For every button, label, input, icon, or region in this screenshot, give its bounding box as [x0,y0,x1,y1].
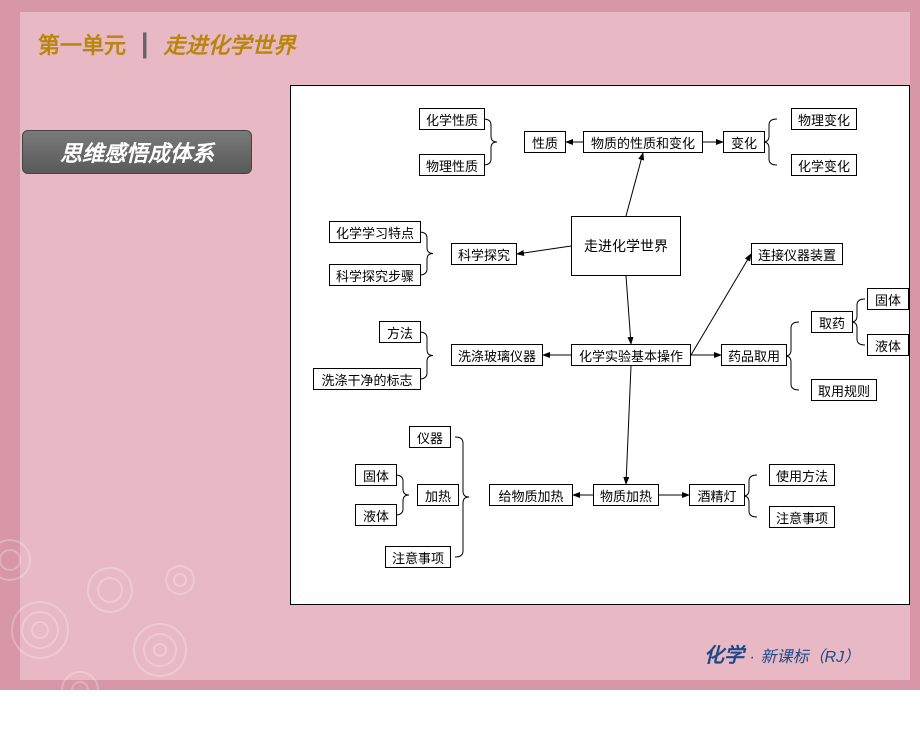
node-n6: 物理变化 [791,108,857,130]
node-n2: 物理性质 [419,154,485,176]
unit-label: 第一单元 [38,33,126,58]
badge-text: 思维感悟成体系 [60,136,214,168]
node-n26: 注意事项 [385,546,451,568]
node-n25: 液体 [355,504,397,526]
page-title: 走进化学世界 [164,33,296,58]
node-n29: 酒精灯 [689,484,745,506]
node-n3: 性质 [524,131,566,153]
node-n12: 连接仪器装置 [751,243,843,265]
node-n19: 固体 [867,288,909,310]
page-header: 第一单元 ┃ 走进化学世界 [38,28,296,60]
node-n20: 液体 [867,334,909,356]
node-n9: 科学探究步骤 [329,264,421,286]
node-n16: 化学实验基本操作 [571,344,691,366]
node-n10: 科学探究 [451,243,517,265]
footer-subject: 化学 [704,645,744,667]
node-n13: 方法 [379,321,421,343]
node-n7: 化学变化 [791,154,857,176]
node-n1: 化学性质 [419,108,485,130]
node-n31: 注意事项 [769,506,835,528]
header-separator: ┃ [138,33,151,58]
node-n14: 洗涤干净的标志 [313,368,421,390]
node-n8: 化学学习特点 [329,221,421,243]
decoration-flowers [0,450,240,730]
concept-diagram: 化学性质物理性质 性质物质的性质和变化变化 物理变化化学变化化学学习特点科学探究步骤… [290,85,910,605]
node-n18: 取药 [811,311,853,333]
footer-dot: · [750,649,755,666]
node-n15: 洗涤玻璃仪器 [451,344,543,366]
node-n11: 走进化学世界 [571,216,681,276]
node-n23: 固体 [355,464,397,486]
node-n24: 加热 [417,484,459,506]
node-n4: 物质的性质和变化 [583,131,703,153]
node-n21: 取用规则 [811,379,877,401]
page-footer: 化学 · 新课标（RJ） [704,639,860,668]
node-n27: 给物质加热 [489,484,573,506]
footer-edition: 新课标（RJ） [760,649,860,666]
node-n5: 变化 [723,131,765,153]
node-n30: 使用方法 [769,464,835,486]
node-n22: 仪器 [409,426,451,448]
node-n17: 药品取用 [721,344,787,366]
section-badge: 思维感悟成体系 [22,130,252,174]
node-n28: 物质加热 [593,484,659,506]
